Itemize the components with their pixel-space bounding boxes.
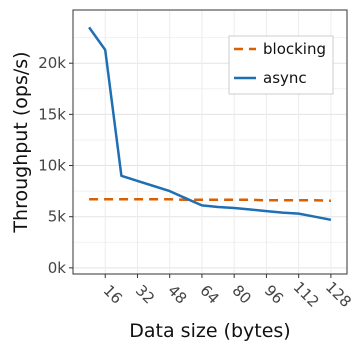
y-axis-title: Throughput (ops/s) xyxy=(10,51,32,233)
legend-label-async: async xyxy=(263,69,307,87)
series-line-async xyxy=(88,26,332,222)
x-axis: 16 32 48 64 80 96 112 128 xyxy=(100,274,353,311)
x-tick-label: 16 xyxy=(100,281,126,307)
y-tick-label: 5k xyxy=(48,208,67,226)
legend: blocking async xyxy=(228,35,334,95)
y-tick-label: 15k xyxy=(38,105,66,123)
x-tick-label: 80 xyxy=(229,281,255,307)
series-line-blocking xyxy=(89,198,331,203)
legend-label-blocking: blocking xyxy=(263,40,326,58)
x-tick-label: 96 xyxy=(261,281,287,307)
x-tick-label: 128 xyxy=(322,278,353,311)
y-tick-label: 20k xyxy=(38,54,66,72)
series-lines xyxy=(88,26,332,222)
x-tick-label: 112 xyxy=(290,278,323,311)
x-tick-label: 64 xyxy=(196,281,222,307)
plot-border xyxy=(72,9,348,275)
y-tick-label: 0k xyxy=(48,259,67,277)
x-tick-label: 32 xyxy=(132,281,158,307)
y-tick-label: 10k xyxy=(38,157,66,175)
legend-box xyxy=(228,35,334,95)
x-axis-title: Data size (bytes) xyxy=(129,320,290,342)
y-axis: 0k 5k 10k 15k 20k xyxy=(38,54,73,277)
x-tick-label: 48 xyxy=(164,281,190,307)
